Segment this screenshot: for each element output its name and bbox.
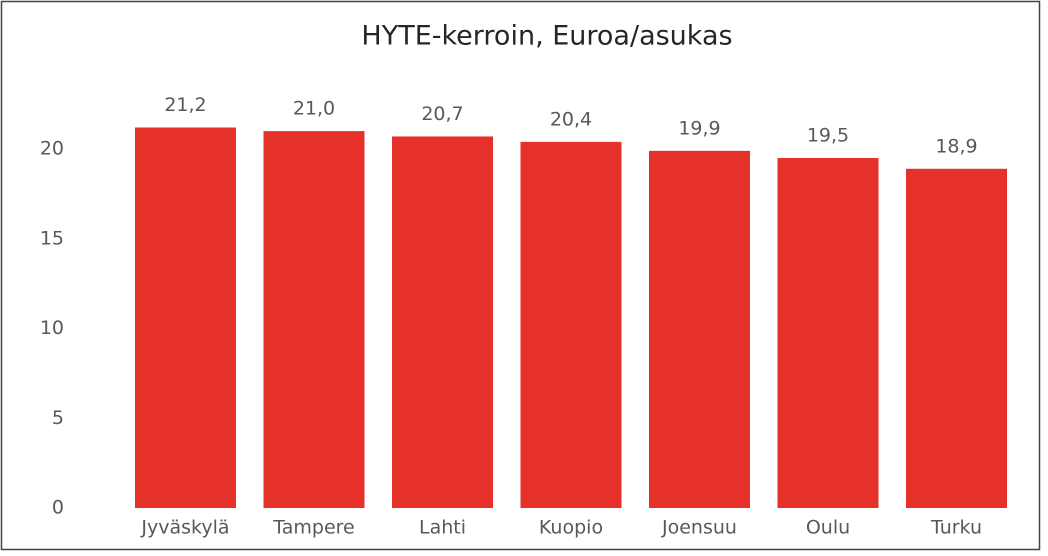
x-tick-label: Tampere (272, 517, 354, 539)
data-label: 19,5 (807, 125, 849, 147)
bar (777, 158, 879, 508)
bar (134, 127, 237, 508)
bar (391, 136, 494, 509)
data-label: 20,4 (550, 108, 592, 130)
y-tick-label: 5 (52, 407, 64, 429)
data-label: 18,9 (935, 135, 977, 157)
x-tick-label: Jyväskylä (140, 517, 229, 539)
x-tick-label: Kuopio (539, 517, 603, 539)
y-tick-label: 0 (52, 497, 64, 519)
data-label: 21,2 (164, 94, 206, 116)
x-tick-label: Oulu (806, 517, 850, 539)
y-tick-label: 15 (40, 227, 64, 249)
data-label: 20,7 (421, 103, 463, 125)
chart-title: HYTE-kerroin, Euroa/asukas (361, 21, 732, 52)
x-tick-label: Lahti (419, 517, 466, 539)
data-label: 21,0 (293, 98, 335, 120)
bar (905, 168, 1008, 508)
x-tick-label: Joensuu (661, 517, 737, 539)
x-tick-label: Turku (930, 517, 982, 539)
y-tick-label: 20 (40, 138, 64, 160)
y-tick-label: 10 (40, 317, 64, 339)
data-label: 19,9 (678, 117, 720, 139)
bar (520, 141, 622, 509)
bar (263, 131, 365, 509)
bar (648, 150, 751, 509)
